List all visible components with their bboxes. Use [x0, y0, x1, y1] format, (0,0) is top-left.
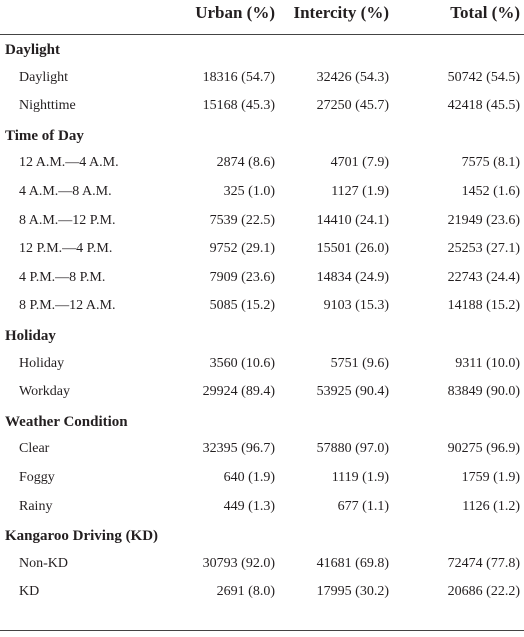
- cell-intercity: 41681 (69.8): [316, 555, 389, 571]
- cell-total: 42418 (45.5): [447, 98, 520, 114]
- cell-total: 1452 (1.6): [461, 183, 520, 199]
- row-label: Rainy: [19, 498, 53, 514]
- cell-total: 14188 (15.2): [447, 298, 520, 314]
- cell-total: 21949 (23.6): [447, 212, 520, 228]
- cell-urban: 15168 (45.3): [202, 98, 275, 114]
- table-row: Holiday 3560 (10.6) 5751 (9.6) 9311 (10.0): [0, 350, 524, 379]
- cell-total: 83849 (90.0): [447, 384, 520, 400]
- cell-intercity: 57880 (97.0): [316, 441, 389, 457]
- cell-urban: 7539 (22.5): [209, 212, 275, 228]
- header-intercity: Intercity (%): [293, 3, 389, 22]
- row-label: 4 P.M.—8 P.M.: [19, 269, 106, 285]
- row-label: 8 A.M.—12 P.M.: [19, 212, 116, 228]
- cell-urban: 325 (1.0): [223, 183, 275, 199]
- row-label: Workday: [19, 384, 70, 400]
- row-label: 8 P.M.—12 A.M.: [19, 298, 116, 314]
- cell-total: 7575 (8.1): [461, 155, 520, 171]
- cell-intercity: 53925 (90.4): [316, 384, 389, 400]
- row-label: Foggy: [19, 469, 55, 485]
- table-row: 4 P.M.—8 P.M. 7909 (23.6) 14834 (24.9) 2274…: [0, 264, 524, 293]
- section-title: Weather Condition: [5, 413, 128, 430]
- row-label: 4 A.M.—8 A.M.: [19, 183, 112, 199]
- cell-intercity: 15501 (26.0): [316, 241, 389, 257]
- row-label: KD: [19, 584, 40, 600]
- table-row: Workday 29924 (89.4) 53925 (90.4) 83849 (90…: [0, 378, 524, 407]
- row-label: 12 A.M.—4 A.M.: [19, 155, 119, 171]
- cell-total: 1759 (1.9): [461, 469, 520, 485]
- cell-urban: 9752 (29.1): [209, 241, 275, 257]
- header-total: Total (%): [450, 3, 520, 22]
- cell-total: 90275 (96.9): [447, 441, 520, 457]
- table-row: 4 A.M.—8 A.M. 325 (1.0) 1127 (1.9) 1452 (1.…: [0, 178, 524, 207]
- cell-total: 25253 (27.1): [447, 241, 520, 257]
- row-label: Nighttime: [19, 98, 76, 114]
- cell-urban: 449 (1.3): [223, 498, 275, 514]
- table-row: Nighttime 15168 (45.3) 27250 (45.7) 42418 (…: [0, 92, 524, 121]
- cell-total: 50742 (54.5): [447, 69, 520, 85]
- table-row: 8 A.M.—12 P.M. 7539 (22.5) 14410 (24.1) 219…: [0, 207, 524, 236]
- cell-urban: 2691 (8.0): [216, 584, 275, 600]
- table-row: Clear 32395 (96.7) 57880 (97.0) 90275 (96.9…: [0, 435, 524, 464]
- table-row: 12 P.M.—4 P.M. 9752 (29.1) 15501 (26.0) 252…: [0, 235, 524, 264]
- section-header-row: Holiday: [0, 321, 524, 350]
- cell-urban: 30793 (92.0): [202, 555, 275, 571]
- row-label: Holiday: [19, 355, 65, 371]
- cell-intercity: 32426 (54.3): [316, 69, 389, 85]
- cell-intercity: 677 (1.1): [337, 498, 389, 514]
- cell-total: 1126 (1.2): [462, 498, 520, 514]
- section-title: Time of Day: [5, 127, 84, 144]
- row-label: Clear: [19, 441, 50, 457]
- cell-intercity: 27250 (45.7): [316, 98, 389, 114]
- section-header-row: Weather Condition: [0, 407, 524, 436]
- row-label: Non-KD: [19, 555, 68, 571]
- cell-intercity: 17995 (30.2): [316, 584, 389, 600]
- table-row: 8 P.M.—12 A.M. 5085 (15.2) 9103 (15.3) 1418…: [0, 292, 524, 321]
- section-title: Kangaroo Driving (KD): [5, 528, 159, 545]
- cell-urban: 29924 (89.4): [202, 384, 275, 400]
- cell-intercity: 14834 (24.9): [316, 269, 389, 285]
- section-header-row: Daylight: [0, 35, 524, 64]
- table-row: KD 2691 (8.0) 17995 (30.2) 20686 (22.2): [0, 578, 524, 607]
- section-title: Daylight: [5, 42, 61, 58]
- cell-intercity: 1127 (1.9): [331, 183, 389, 199]
- table-header: Urban (%) Intercity (%) Total (%): [0, 0, 524, 35]
- table-row: Rainy 449 (1.3) 677 (1.1) 1126 (1.2): [0, 493, 524, 522]
- table-row: Daylight 18316 (54.7) 32426 (54.3) 50742 (5…: [0, 64, 524, 93]
- table-row: 12 A.M.—4 A.M. 2874 (8.6) 4701 (7.9) 7575 (…: [0, 149, 524, 178]
- row-label: 12 P.M.—4 P.M.: [19, 241, 113, 257]
- cell-total: 72474 (77.8): [447, 555, 520, 571]
- section-header-row: Kangaroo Driving (KD): [0, 521, 524, 550]
- cell-urban: 18316 (54.7): [202, 69, 275, 85]
- table-row: Foggy 640 (1.9) 1119 (1.9) 1759 (1.9): [0, 464, 524, 493]
- cell-urban: 7909 (23.6): [209, 269, 275, 285]
- cell-total: 22743 (24.4): [447, 269, 520, 285]
- cell-total: 9311 (10.0): [455, 355, 520, 371]
- row-label: Daylight: [19, 69, 68, 85]
- cell-urban: 640 (1.9): [223, 469, 275, 485]
- cell-total: 20686 (22.2): [447, 584, 520, 600]
- section-title: Holiday: [5, 327, 56, 344]
- cell-urban: 2874 (8.6): [216, 155, 275, 171]
- cell-urban: 5085 (15.2): [209, 298, 275, 314]
- cell-urban: 32395 (96.7): [202, 441, 275, 457]
- cell-intercity: 1119 (1.9): [331, 469, 389, 485]
- bottom-rule: [0, 630, 524, 631]
- data-table: Urban (%) Intercity (%) Total (%) Daylig…: [0, 0, 524, 607]
- cell-urban: 3560 (10.6): [209, 355, 275, 371]
- cell-intercity: 14410 (24.1): [316, 212, 389, 228]
- cell-intercity: 5751 (9.6): [330, 355, 389, 371]
- table-row: Non-KD 30793 (92.0) 41681 (69.8) 72474 (77.…: [0, 550, 524, 579]
- cell-intercity: 4701 (7.9): [330, 155, 389, 171]
- header-urban: Urban (%): [195, 3, 275, 22]
- section-header-row: Time of Day: [0, 121, 524, 150]
- cell-intercity: 9103 (15.3): [323, 298, 389, 314]
- table-body: Daylight Daylight 18316 (54.7) 32426 (54.3)…: [0, 35, 524, 607]
